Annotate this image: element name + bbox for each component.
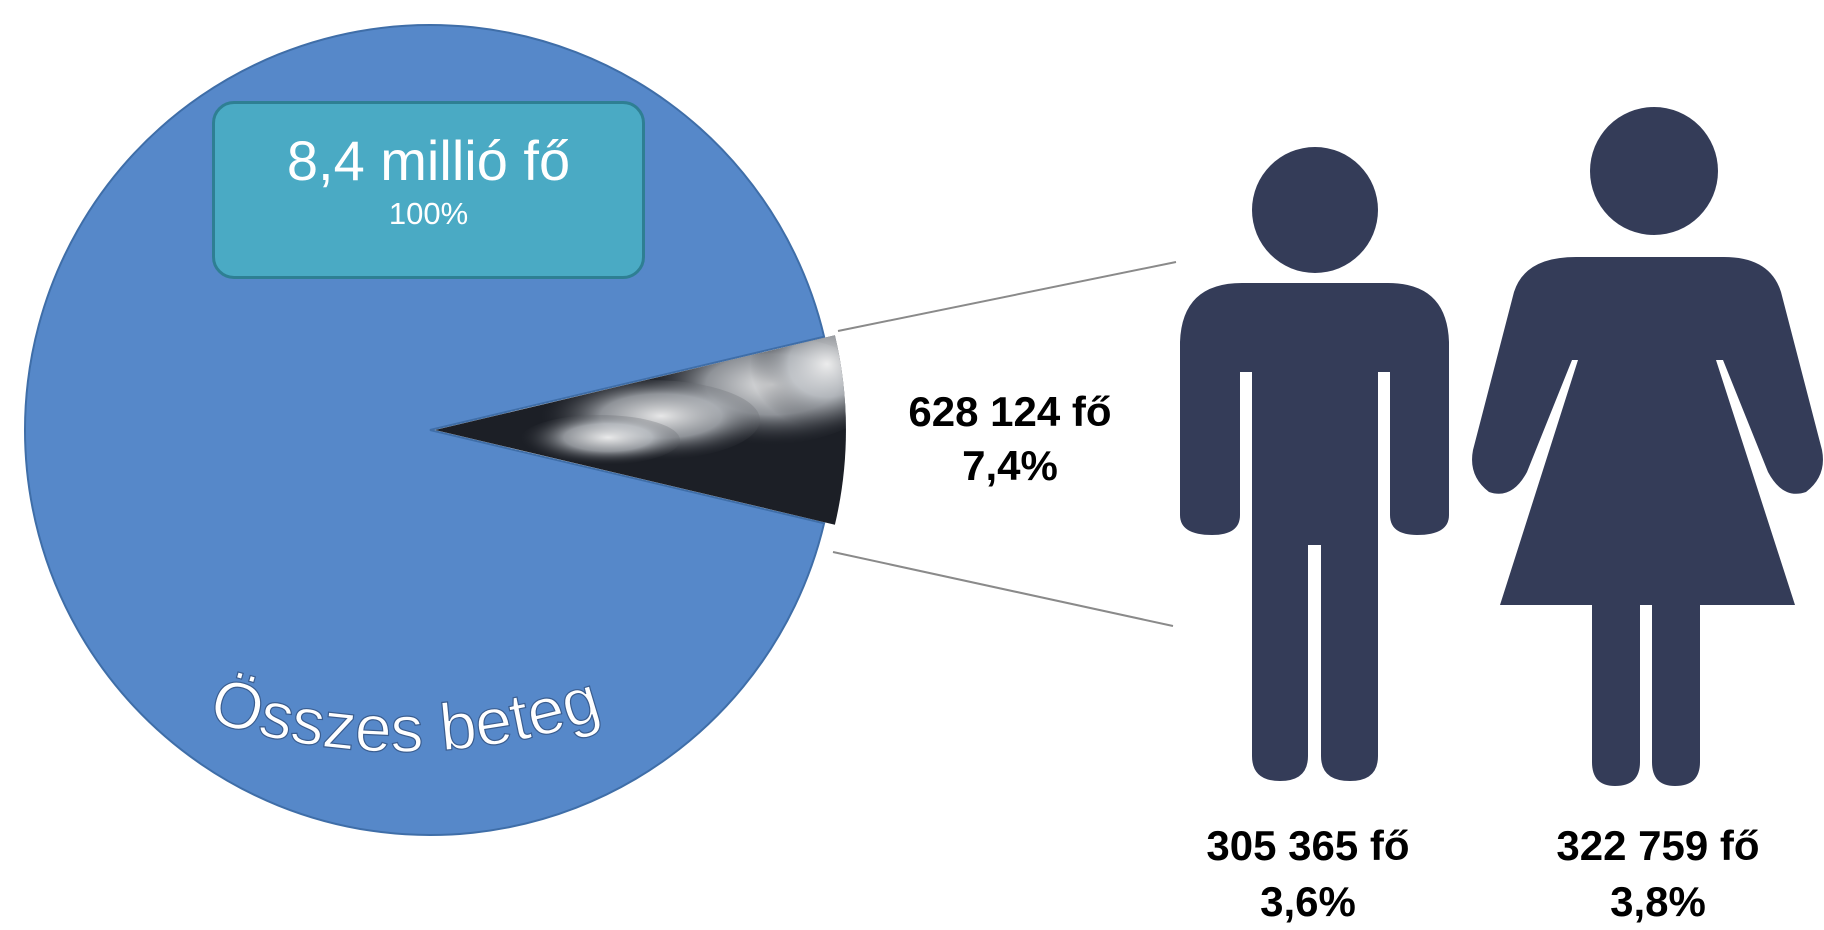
connector-line-bottom [832,551,1174,627]
male-person-icon [1180,147,1449,781]
male-data-label: 305 365 fő 3,6% [1178,818,1438,930]
female-percent: 3,8% [1610,878,1706,925]
highlight-percent: 7,4% [962,442,1058,489]
male-count: 305 365 fő [1206,822,1410,869]
total-percent: 100% [388,196,469,231]
female-person-icon [1472,107,1823,786]
male-percent: 3,6% [1260,878,1356,925]
highlight-slice-label: 628 124 fő 7,4% [880,385,1140,493]
highlight-count: 628 124 fő [908,388,1112,435]
total-count: 8,4 millió fő [286,129,571,192]
total-value-box: 8,4 millió fő 100% [212,101,645,279]
connector-line-top [837,261,1177,332]
female-data-label: 322 759 fő 3,8% [1528,818,1788,930]
female-count: 322 759 fő [1556,822,1760,869]
